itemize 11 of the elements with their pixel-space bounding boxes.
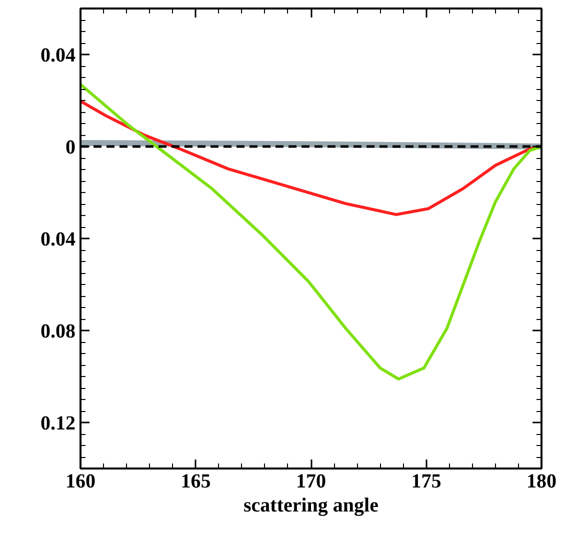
- x-tick-label: 180: [526, 470, 556, 492]
- y-tick-label: 0.04: [40, 44, 76, 66]
- y-tick-label: 0.12: [40, 412, 76, 434]
- x-tick-label: 170: [296, 470, 326, 492]
- x-tick-label: 175: [411, 470, 442, 492]
- y-tick-label: 0.08: [40, 320, 76, 342]
- y-tick-label: 0.04: [40, 228, 76, 250]
- x-tick-label: 160: [66, 470, 96, 492]
- x-tick-label: 165: [180, 470, 211, 492]
- x-axis-title: scattering angle: [244, 494, 379, 516]
- y-tick-label: 0: [66, 136, 76, 158]
